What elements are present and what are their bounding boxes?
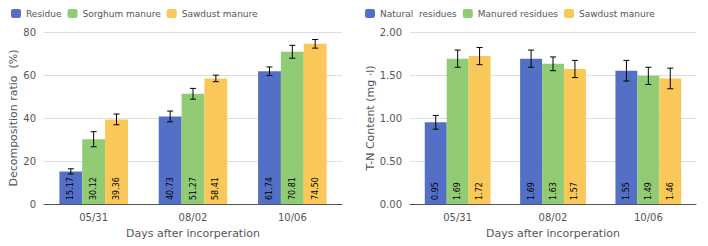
svg-text:08/02: 08/02: [179, 212, 208, 223]
svg-text:70.81: 70.81: [288, 177, 297, 200]
svg-text:2.00: 2.00: [380, 27, 402, 38]
svg-text:Days after incorperation: Days after incorperation: [486, 227, 620, 240]
svg-text:39.36: 39.36: [112, 177, 121, 200]
svg-text:1.69: 1.69: [453, 182, 462, 200]
svg-text:20: 20: [23, 156, 36, 167]
svg-text:Residue: Residue: [26, 9, 62, 19]
svg-text:58.41: 58.41: [211, 177, 220, 200]
svg-text:Manured residues: Manured residues: [478, 9, 558, 19]
svg-text:10/06: 10/06: [278, 212, 307, 223]
svg-text:40.73: 40.73: [166, 177, 175, 200]
svg-text:Natural residues: Natural residues: [380, 9, 457, 19]
svg-text:Sawdust manure: Sawdust manure: [182, 9, 258, 19]
svg-text:0.95: 0.95: [431, 182, 440, 200]
svg-text:0: 0: [30, 199, 36, 210]
svg-text:Sawdust manure: Sawdust manure: [579, 9, 655, 19]
svg-text:0.00: 0.00: [380, 199, 402, 210]
svg-text:40: 40: [23, 113, 36, 124]
svg-text:10/06: 10/06: [634, 212, 663, 223]
svg-text:15.17: 15.17: [66, 177, 75, 200]
svg-text:08/02: 08/02: [539, 212, 568, 223]
svg-text:1.55: 1.55: [622, 182, 631, 200]
svg-text:60: 60: [23, 70, 36, 81]
svg-text:1.46: 1.46: [666, 182, 675, 200]
svg-text:30.12: 30.12: [89, 177, 98, 200]
svg-text:1.49: 1.49: [644, 182, 653, 200]
svg-text:80: 80: [23, 27, 36, 38]
svg-text:1.50: 1.50: [380, 70, 402, 81]
svg-text:1.57: 1.57: [570, 182, 579, 200]
svg-text:51.27: 51.27: [189, 177, 198, 200]
svg-text:05/31: 05/31: [443, 212, 472, 223]
svg-text:61.74: 61.74: [265, 177, 274, 200]
svg-text:Days after incorperation: Days after incorperation: [126, 227, 260, 240]
svg-text:1.00: 1.00: [380, 113, 402, 124]
svg-text:0.50: 0.50: [380, 156, 402, 167]
svg-text:Sorghum manure: Sorghum manure: [83, 9, 162, 19]
svg-text:Decomposition ratio (%): Decomposition ratio (%): [7, 49, 20, 186]
svg-text:74.50: 74.50: [311, 177, 320, 200]
svg-text:1.69: 1.69: [527, 182, 536, 200]
svg-text:1.72: 1.72: [475, 182, 484, 200]
svg-text:T-N Content (mg ·l): T-N Content (mg ·l): [364, 66, 377, 172]
svg-text:1.63: 1.63: [549, 182, 558, 200]
svg-text:05/31: 05/31: [79, 212, 108, 223]
